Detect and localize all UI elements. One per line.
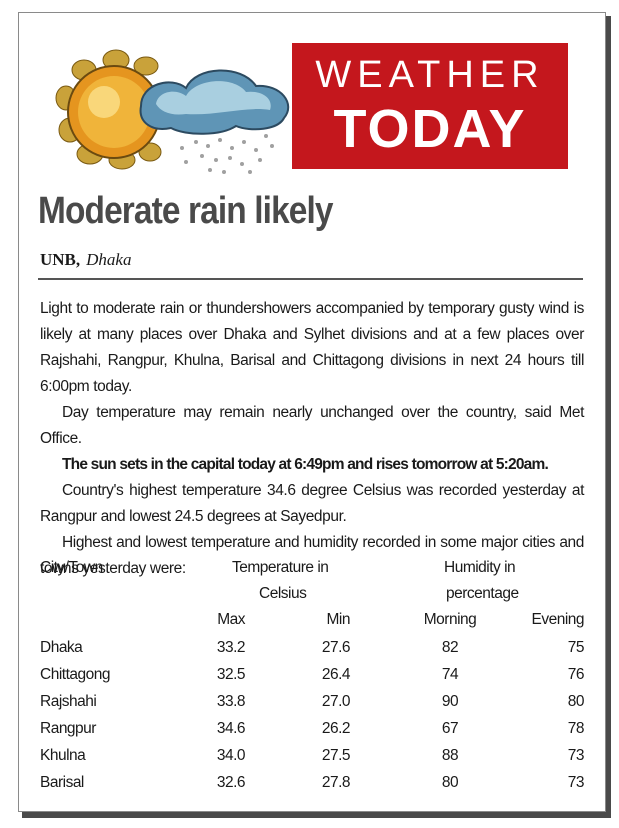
subheader-min: Min — [326, 611, 351, 628]
cell-evening: 78 — [567, 720, 585, 737]
cell-evening: 75 — [567, 639, 585, 656]
cell-max: 33.2 — [216, 639, 246, 656]
sun-icon — [55, 49, 162, 170]
cell-evening: 73 — [567, 747, 585, 764]
article-headline: Moderate rain likely — [38, 190, 334, 232]
table-row: Rangpur 34.6 26.2 67 78 — [40, 716, 585, 742]
cell-max: 33.8 — [216, 693, 246, 710]
cell-evening: 76 — [567, 666, 585, 683]
table-row: Barisal 32.6 27.8 80 73 — [40, 770, 585, 796]
cell-morning: 82 — [441, 639, 459, 656]
subheader-max: Max — [217, 611, 245, 628]
cell-evening: 80 — [567, 693, 585, 710]
cell-morning: 88 — [441, 747, 459, 764]
cell-evening: 73 — [567, 774, 585, 791]
paragraph-1: Light to moderate rain or thundershowers… — [40, 300, 584, 395]
header-temperature-line2: Celsius — [259, 585, 307, 602]
byline-source: UNB, — [40, 250, 81, 269]
article-body: Light to moderate rain or thundershowers… — [40, 296, 584, 582]
frame-shadow-bottom — [22, 812, 611, 818]
subheader-morning: Morning — [423, 611, 477, 628]
cell-min: 26.4 — [321, 666, 351, 683]
cell-min: 26.2 — [321, 720, 351, 737]
cell-min: 27.0 — [321, 693, 351, 710]
cell-city: Chittagong — [40, 666, 110, 683]
table-row: Khulna 34.0 27.5 88 73 — [40, 743, 585, 769]
frame-shadow-right — [606, 16, 611, 816]
masthead-title-today: TODAY — [333, 99, 527, 159]
cell-city: Rajshahi — [40, 693, 97, 710]
paragraph-5: Highest and lowest temperature and humid… — [40, 534, 584, 577]
headline-divider — [38, 278, 583, 280]
cell-morning: 74 — [441, 666, 459, 683]
cell-min: 27.6 — [321, 639, 351, 656]
table-row: Rajshahi 33.8 27.0 90 80 — [40, 689, 585, 715]
cell-max: 32.5 — [216, 666, 246, 683]
cell-city: Dhaka — [40, 639, 83, 656]
header-humidity-line1: Humidity in — [444, 559, 516, 576]
table-row: Chittagong 32.5 26.4 74 76 — [40, 662, 585, 688]
paragraph-4: Country's highest temperature 34.6 degre… — [40, 482, 584, 525]
byline: UNB, Dhaka — [40, 250, 131, 270]
cell-morning: 80 — [441, 774, 459, 791]
cell-city: Rangpur — [40, 720, 96, 737]
cell-min: 27.5 — [321, 747, 351, 764]
byline-location: Dhaka — [86, 250, 132, 269]
masthead-box: WEATHER TODAY — [292, 43, 568, 169]
cell-morning: 67 — [441, 720, 459, 737]
subheader-row: Max Min Morning Evening — [40, 607, 584, 633]
paragraph-2: Day temperature may remain nearly unchan… — [40, 404, 584, 447]
masthead-title-weather: WEATHER — [315, 54, 545, 96]
weather-art — [55, 49, 290, 174]
cell-max: 34.6 — [216, 720, 246, 737]
paragraph-3: The sun sets in the capital today at 6:4… — [62, 456, 549, 473]
table-row: Dhaka 33.2 27.6 82 75 — [40, 635, 585, 661]
subheader-evening: Evening — [531, 611, 584, 628]
cell-min: 27.8 — [321, 774, 351, 791]
header-city: City/Town — [40, 559, 103, 576]
cell-max: 34.0 — [216, 747, 246, 764]
header-temperature-line1: Temperature in — [232, 559, 329, 576]
cell-morning: 90 — [441, 693, 459, 710]
cell-city: Khulna — [40, 747, 86, 764]
header-humidity-line2: percentage — [446, 585, 519, 602]
cell-city: Barisal — [40, 774, 84, 791]
cell-max: 32.6 — [216, 774, 246, 791]
rain-cloud-icon — [139, 69, 290, 174]
